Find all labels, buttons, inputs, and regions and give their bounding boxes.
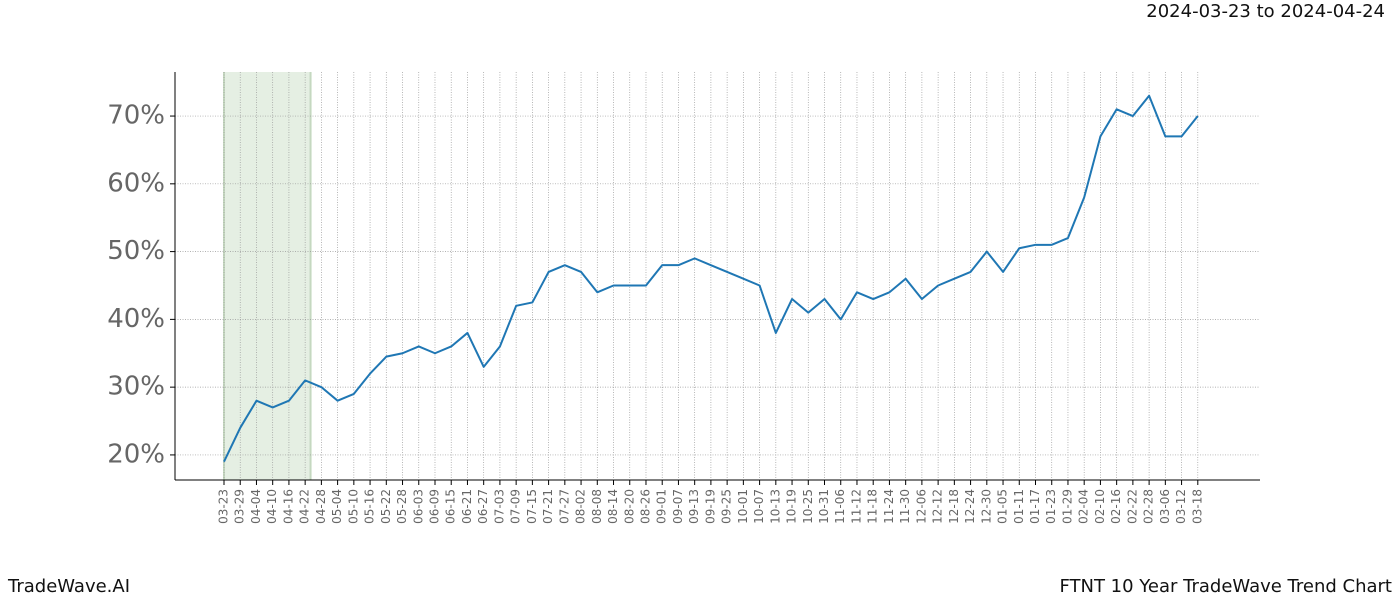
x-tick-label: 05-10 bbox=[346, 489, 360, 524]
x-tick-label: 09-19 bbox=[703, 489, 717, 524]
x-tick-label: 07-27 bbox=[557, 489, 571, 524]
x-tick-label: 09-01 bbox=[655, 489, 669, 524]
x-tick-label: 01-05 bbox=[996, 489, 1010, 524]
x-tick-label: 10-07 bbox=[752, 489, 766, 524]
x-tick-label: 06-27 bbox=[476, 489, 490, 524]
y-tick-label: 20% bbox=[107, 439, 165, 469]
y-tick-label: 50% bbox=[107, 236, 165, 266]
x-tick-label: 02-22 bbox=[1125, 489, 1139, 524]
x-tick-label: 03-18 bbox=[1190, 489, 1204, 524]
x-tick-label: 09-25 bbox=[720, 489, 734, 524]
x-tick-label: 05-16 bbox=[363, 489, 377, 524]
x-tick-label: 06-03 bbox=[411, 489, 425, 524]
x-tick-label: 01-23 bbox=[1044, 489, 1058, 524]
x-tick-label: 06-21 bbox=[460, 489, 474, 524]
x-tick-label: 10-01 bbox=[736, 489, 750, 524]
x-tick-label: 04-04 bbox=[249, 489, 263, 524]
highlight-span bbox=[224, 72, 311, 480]
x-tick-label: 03-12 bbox=[1174, 489, 1188, 524]
x-tick-label: 07-03 bbox=[492, 489, 506, 524]
x-tick-label: 07-15 bbox=[525, 489, 539, 524]
x-tick-label: 03-06 bbox=[1158, 489, 1172, 524]
x-tick-label: 07-09 bbox=[509, 489, 523, 524]
x-tick-label: 04-16 bbox=[281, 489, 295, 524]
x-tick-label: 03-29 bbox=[233, 489, 247, 524]
x-tick-label: 11-30 bbox=[898, 489, 912, 524]
x-tick-label: 04-22 bbox=[298, 489, 312, 524]
x-tick-label: 08-08 bbox=[590, 489, 604, 524]
x-tick-label: 06-09 bbox=[427, 489, 441, 524]
y-tick-label: 70% bbox=[107, 101, 165, 131]
x-tick-label: 10-31 bbox=[817, 489, 831, 524]
x-tick-label: 01-17 bbox=[1028, 489, 1042, 524]
x-tick-label: 12-12 bbox=[931, 489, 945, 524]
x-tick-label: 10-25 bbox=[801, 489, 815, 524]
y-tick-label: 40% bbox=[107, 304, 165, 334]
x-tick-label: 10-19 bbox=[785, 489, 799, 524]
x-tick-label: 08-26 bbox=[638, 489, 652, 524]
x-tick-label: 12-24 bbox=[963, 489, 977, 524]
x-tick-label: 05-04 bbox=[330, 489, 344, 524]
trend-line bbox=[223, 94, 1199, 463]
x-tick-label: 11-18 bbox=[866, 489, 880, 524]
x-tick-label: 10-13 bbox=[768, 489, 782, 524]
y-tick-label: 30% bbox=[107, 372, 165, 402]
x-tick-label: 12-30 bbox=[979, 489, 993, 524]
x-tick-label: 12-18 bbox=[947, 489, 961, 524]
x-tick-label: 05-28 bbox=[395, 489, 409, 524]
x-tick-label: 02-04 bbox=[1077, 489, 1091, 524]
x-tick-label: 02-28 bbox=[1142, 489, 1156, 524]
x-tick-label: 01-11 bbox=[1012, 489, 1026, 524]
footer-left: TradeWave.AI bbox=[7, 576, 130, 597]
x-tick-label: 04-10 bbox=[265, 489, 279, 524]
x-tick-label: 09-07 bbox=[671, 489, 685, 524]
x-tick-label: 03-23 bbox=[217, 489, 231, 524]
footer-right: FTNT 10 Year TradeWave Trend Chart bbox=[1059, 576, 1392, 597]
x-tick-label: 08-20 bbox=[622, 489, 636, 524]
x-tick-label: 06-15 bbox=[444, 489, 458, 524]
chart-title: 2024-03-23 to 2024-04-24 bbox=[1146, 1, 1385, 22]
y-tick-label: 60% bbox=[107, 168, 165, 198]
x-tick-label: 04-28 bbox=[314, 489, 328, 524]
x-tick-label: 02-16 bbox=[1109, 489, 1123, 524]
x-tick-label: 08-02 bbox=[574, 489, 588, 524]
x-tick-label: 09-13 bbox=[687, 489, 701, 524]
x-tick-label: 12-06 bbox=[914, 489, 928, 524]
x-tick-label: 11-06 bbox=[833, 489, 847, 524]
x-tick-label: 07-21 bbox=[541, 489, 555, 524]
x-tick-label: 05-22 bbox=[379, 489, 393, 524]
x-tick-label: 08-14 bbox=[606, 489, 620, 524]
x-tick-label: 02-10 bbox=[1093, 489, 1107, 524]
x-tick-label: 11-12 bbox=[849, 489, 863, 524]
x-tick-label: 01-29 bbox=[1060, 489, 1074, 524]
x-tick-label: 11-24 bbox=[882, 489, 896, 524]
